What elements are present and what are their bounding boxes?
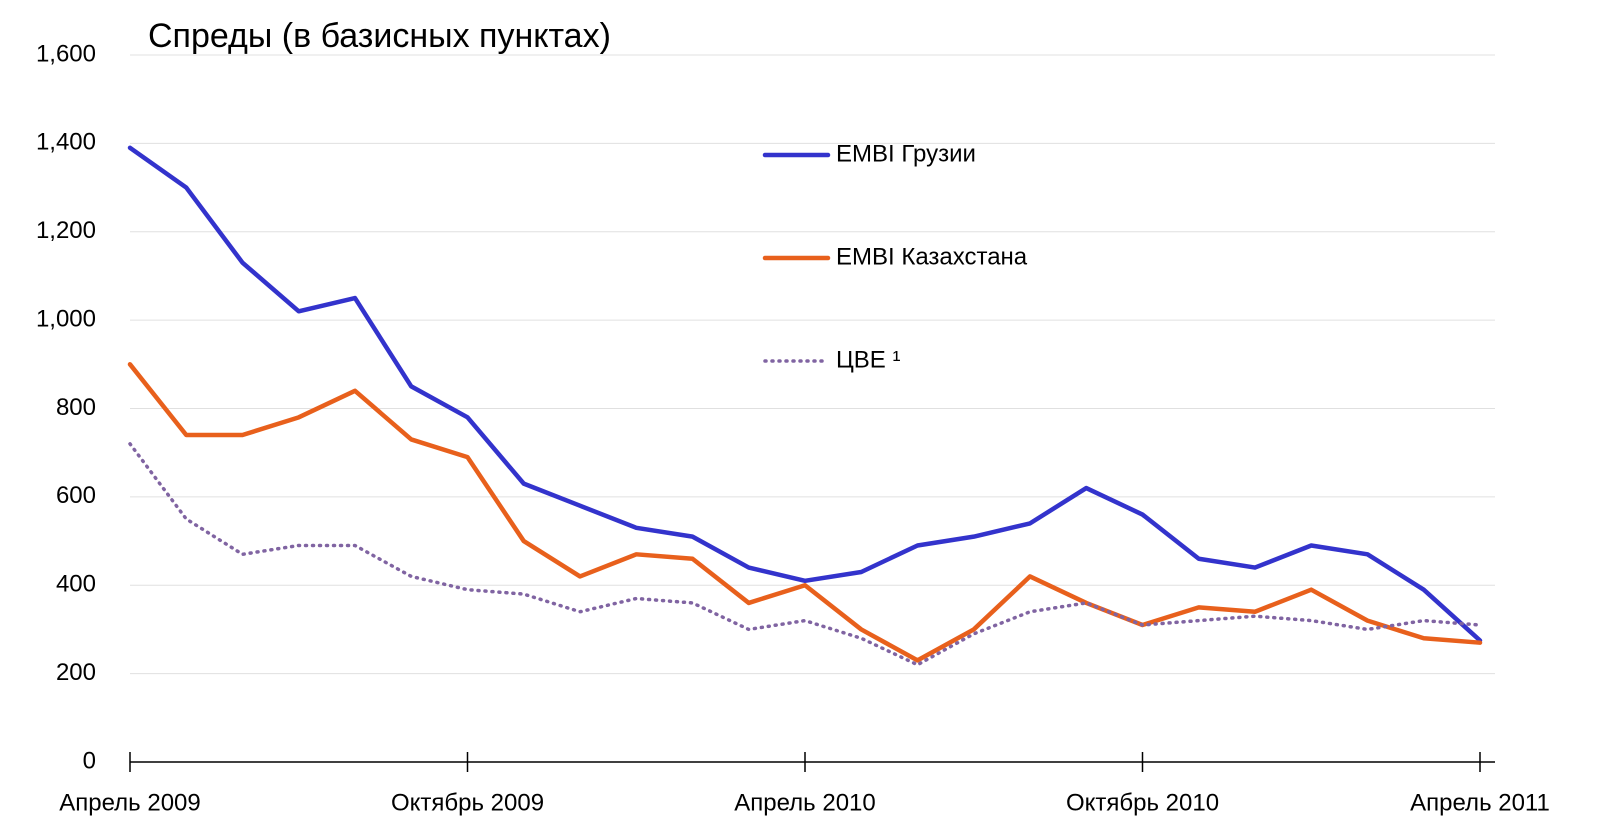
y-tick-label: 200 <box>56 659 96 686</box>
x-tick-label: Октябрь 2010 <box>1066 789 1219 816</box>
y-tick-label: 1,600 <box>36 40 96 67</box>
x-tick-label: Октябрь 2009 <box>391 789 544 816</box>
series-line <box>127 362 1483 663</box>
x-tick-label: Апрель 2011 <box>1410 789 1550 816</box>
y-tick-label: 0 <box>83 747 96 774</box>
legend-label: EMBI Казахстана <box>836 243 1028 270</box>
y-tick-label: 1,000 <box>36 305 96 332</box>
chart-title: Спреды (в базисных пунктах) <box>148 17 611 55</box>
y-tick-label: 600 <box>56 482 96 509</box>
y-tick-label: 400 <box>56 571 96 598</box>
x-tick-label: Апрель 2010 <box>734 789 875 816</box>
y-tick-label: 800 <box>56 394 96 421</box>
legend-label: EMBI Грузии <box>836 140 976 167</box>
y-tick-label: 1,400 <box>36 129 96 156</box>
series-line <box>127 145 1483 643</box>
series-line <box>128 442 1482 667</box>
y-tick-label: 1,200 <box>36 217 96 244</box>
x-tick-label: Апрель 2009 <box>59 789 200 816</box>
legend-label: ЦВЕ ¹ <box>836 346 900 373</box>
